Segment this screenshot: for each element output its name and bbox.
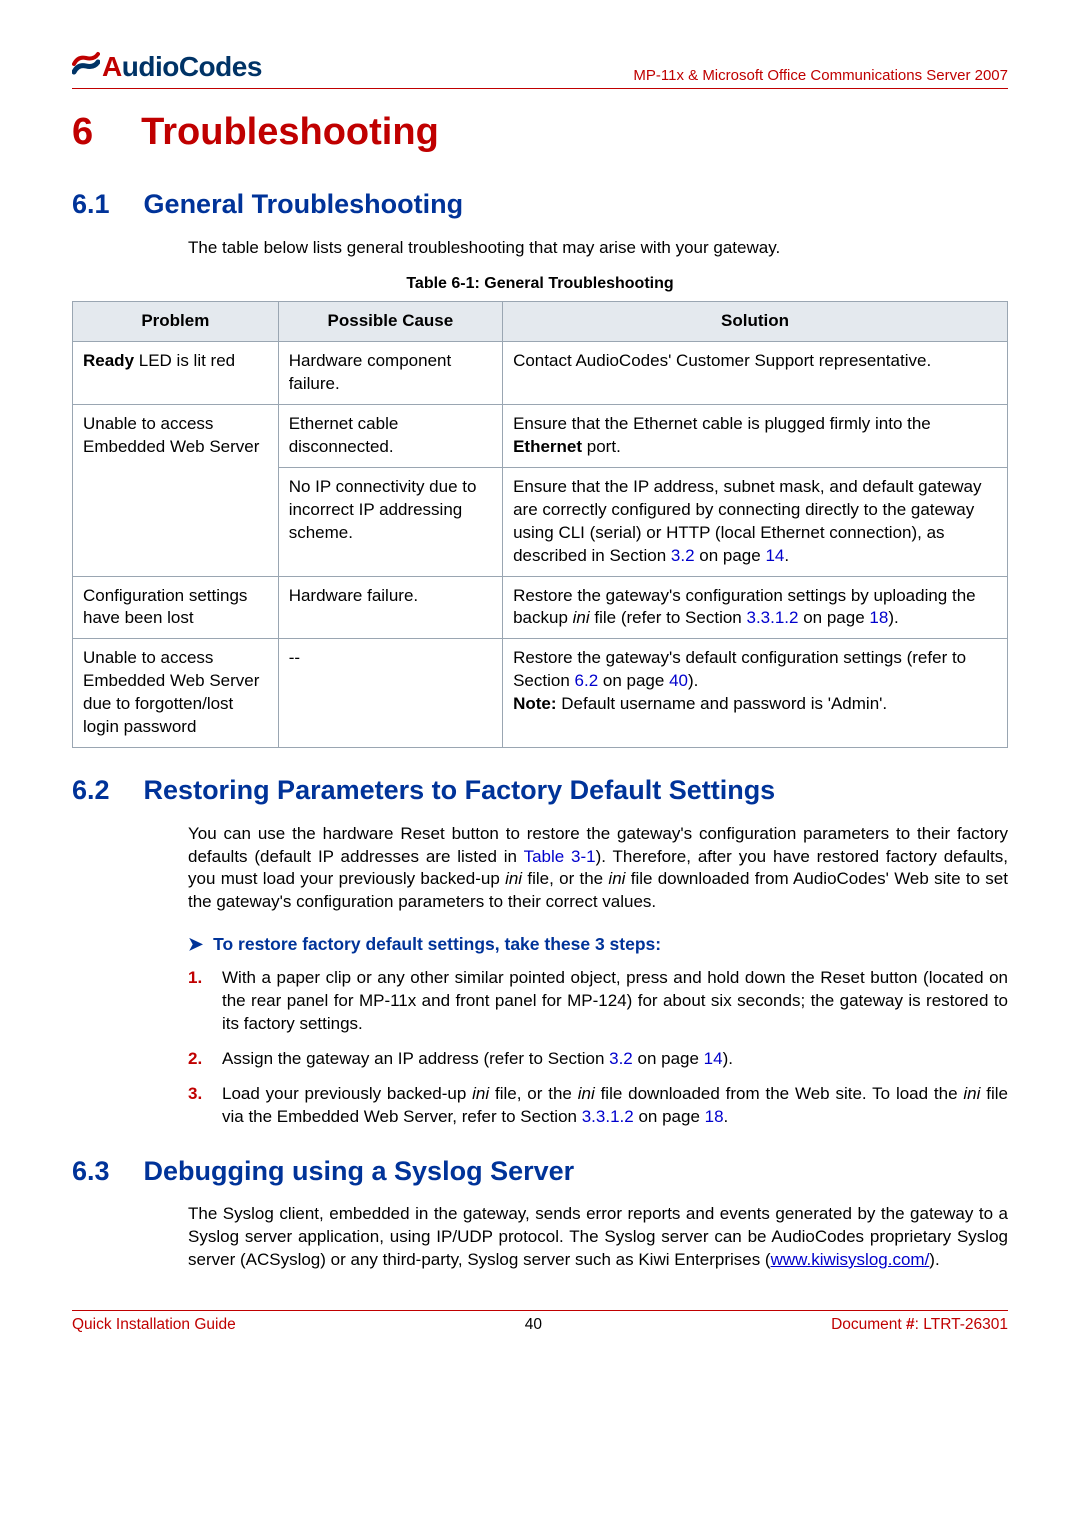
step-text: With a paper clip or any other similar p… [222,967,1008,1036]
section-6-2-heading: 6.2 Restoring Parameters to Factory Defau… [72,772,1008,808]
steps-list: 1. With a paper clip or any other simila… [188,967,1008,1129]
section-6-2-num: 6.2 [72,775,110,805]
cell-cause: Hardware component failure. [278,342,502,405]
logo: AudioCodes [72,48,262,86]
cell-cause: Hardware failure. [278,576,502,639]
cell-problem: Ready LED is lit red [73,342,279,405]
step-number: 1. [188,967,222,1036]
list-item: 3. Load your previously backed-up ini fi… [188,1083,1008,1129]
arrow-icon: ➤ [188,934,203,954]
step-number: 2. [188,1048,222,1071]
section-6-1-title: General Troubleshooting [144,189,464,219]
table-row: Ready LED is lit red Hardware component … [73,342,1008,405]
col-problem: Problem [73,302,279,342]
logo-flag-icon [72,50,100,83]
chapter-number: 6 [72,111,93,153]
header-doc-title: MP-11x & Microsoft Office Communications… [633,66,1008,86]
page-footer: Quick Installation Guide 40 Document #: … [72,1310,1008,1336]
cell-solution: Ensure that the Ethernet cable is plugge… [503,404,1008,467]
cell-problem: Unable to access Embedded Web Server due… [73,639,279,748]
table-row: Unable to access Embedded Web Server Eth… [73,404,1008,467]
col-solution: Solution [503,302,1008,342]
step-text: Assign the gateway an IP address (refer … [222,1048,1008,1071]
table-row: Unable to access Embedded Web Server due… [73,639,1008,748]
list-item: 2. Assign the gateway an IP address (ref… [188,1048,1008,1071]
logo-text: AudioCodes [102,48,262,86]
cell-problem: Unable to access Embedded Web Server [73,404,279,576]
kiwi-link[interactable]: www.kiwisyslog.com/ [771,1250,930,1269]
section-6-1-heading: 6.1 General Troubleshooting [72,186,1008,222]
table-6-1-caption: Table 6-1: General Troubleshooting [72,273,1008,295]
section-6-1-intro: The table below lists general troublesho… [188,237,1008,260]
list-item: 1. With a paper clip or any other simila… [188,967,1008,1036]
section-6-3-num: 6.3 [72,1156,110,1186]
chapter-title: Troubleshooting [141,111,439,153]
section-6-3-para: The Syslog client, embedded in the gatew… [188,1203,1008,1272]
step-text: Load your previously backed-up ini file,… [222,1083,1008,1129]
table-header-row: Problem Possible Cause Solution [73,302,1008,342]
table-row: Configuration settings have been lost Ha… [73,576,1008,639]
section-6-1-num: 6.1 [72,189,110,219]
cell-problem: Configuration settings have been lost [73,576,279,639]
cell-solution: Ensure that the IP address, subnet mask,… [503,467,1008,576]
section-6-2-title: Restoring Parameters to Factory Default … [144,775,776,805]
section-6-3-heading: 6.3 Debugging using a Syslog Server [72,1153,1008,1189]
section-6-3-title: Debugging using a Syslog Server [144,1156,575,1186]
step-number: 3. [188,1083,222,1129]
footer-page-number: 40 [525,1315,542,1336]
cell-cause: Ethernet cable disconnected. [278,404,502,467]
page-header: AudioCodes MP-11x & Microsoft Office Com… [72,48,1008,89]
steps-heading: ➤To restore factory default settings, ta… [188,932,1008,957]
chapter-heading: 6 Troubleshooting [72,107,1008,158]
cell-solution: Restore the gateway's default configurat… [503,639,1008,748]
cell-solution: Restore the gateway's configuration sett… [503,576,1008,639]
cell-cause: -- [278,639,502,748]
cell-solution: Contact AudioCodes' Customer Support rep… [503,342,1008,405]
section-6-2-para: You can use the hardware Reset button to… [188,823,1008,915]
cell-cause: No IP connectivity due to incorrect IP a… [278,467,502,576]
col-cause: Possible Cause [278,302,502,342]
footer-left: Quick Installation Guide [72,1315,236,1336]
troubleshooting-table: Problem Possible Cause Solution Ready LE… [72,301,1008,748]
footer-right: Document #: LTRT-26301 [831,1315,1008,1336]
